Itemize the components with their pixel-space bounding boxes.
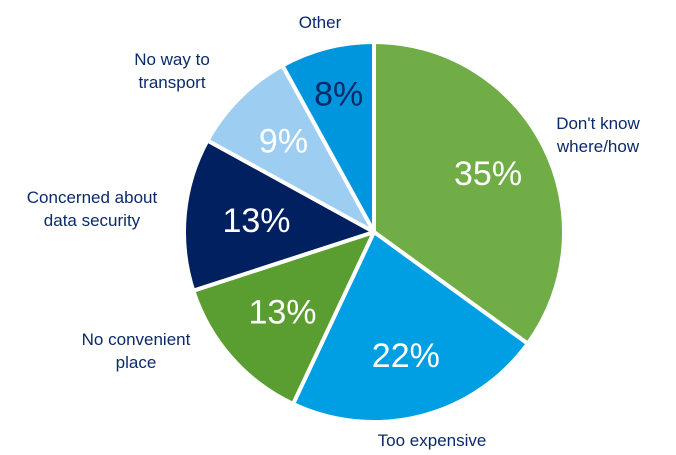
slice-category-label-line: transport: [138, 73, 205, 92]
slice-category-label-line: Other: [299, 13, 342, 32]
pie-slice: [182, 138, 376, 293]
slice-value-label: 22%: [372, 337, 440, 375]
category-labels: Don't know where/how Too expensive No conve…: [27, 13, 641, 450]
slice-category-label-line: No convenient: [82, 330, 191, 349]
pie-slice: [372, 40, 566, 346]
pie-slice: [205, 63, 376, 234]
slice-value-label: 9%: [259, 122, 308, 160]
percent-labels: 35% 22% 13% 13% 9%8%: [222, 75, 522, 375]
slice-category-label: No way to transport: [134, 50, 210, 92]
slice-category-label-line: where/how: [556, 137, 640, 156]
slice-value-label: 13%: [248, 294, 316, 332]
slice-category-label-line: No way to: [134, 50, 210, 69]
slice-category-label-line: data security: [44, 211, 141, 230]
slice-category-label: No convenient place: [82, 330, 191, 372]
slice-value-label: 13%: [222, 202, 290, 240]
slice-category-label-line: place: [116, 353, 157, 372]
pie-slice: [280, 40, 376, 234]
slice-category-label: Too expensive: [378, 431, 487, 450]
slice-category-label-line: Too expensive: [378, 431, 487, 450]
slice-value-label: 8%: [314, 75, 363, 113]
slice-category-label-line: Don't know: [556, 114, 640, 133]
slice-category-label: Don't know where/how: [556, 114, 641, 156]
pie-slice: [191, 230, 376, 406]
slice-category-label: Concerned about data security: [27, 188, 158, 230]
pie-slices: [182, 40, 566, 424]
slice-category-label: Other: [299, 13, 342, 32]
slice-category-label-line: Concerned about: [27, 188, 158, 207]
slice-value-label: 35%: [454, 155, 522, 193]
